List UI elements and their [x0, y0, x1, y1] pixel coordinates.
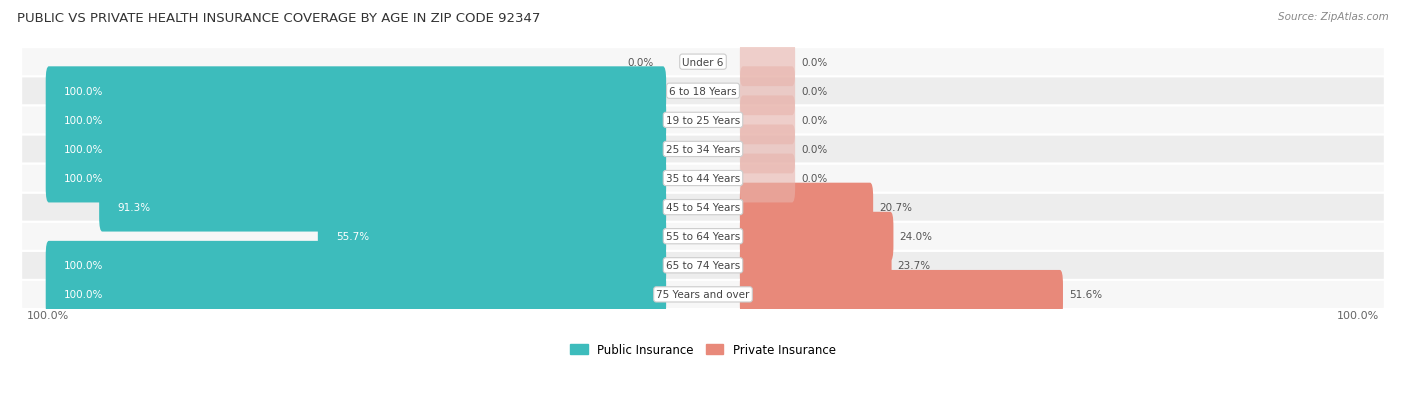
FancyBboxPatch shape	[46, 154, 666, 203]
FancyBboxPatch shape	[46, 67, 666, 116]
FancyBboxPatch shape	[740, 96, 796, 145]
Text: 55 to 64 Years: 55 to 64 Years	[666, 232, 740, 242]
FancyBboxPatch shape	[100, 183, 666, 232]
Text: 24.0%: 24.0%	[900, 232, 932, 242]
Text: 100.0%: 100.0%	[65, 145, 104, 154]
Text: 100.0%: 100.0%	[27, 311, 69, 320]
FancyBboxPatch shape	[21, 280, 1385, 309]
FancyBboxPatch shape	[740, 241, 891, 290]
Text: 0.0%: 0.0%	[801, 87, 828, 97]
Text: 100.0%: 100.0%	[65, 290, 104, 300]
FancyBboxPatch shape	[21, 251, 1385, 280]
Text: 0.0%: 0.0%	[801, 145, 828, 154]
FancyBboxPatch shape	[740, 212, 893, 261]
FancyBboxPatch shape	[318, 212, 666, 261]
Text: 100.0%: 100.0%	[1337, 311, 1379, 320]
FancyBboxPatch shape	[740, 125, 796, 174]
Text: 100.0%: 100.0%	[65, 261, 104, 271]
Text: Source: ZipAtlas.com: Source: ZipAtlas.com	[1278, 12, 1389, 22]
Text: 35 to 44 Years: 35 to 44 Years	[666, 173, 740, 184]
FancyBboxPatch shape	[740, 183, 873, 232]
FancyBboxPatch shape	[21, 106, 1385, 135]
FancyBboxPatch shape	[21, 135, 1385, 164]
FancyBboxPatch shape	[46, 270, 666, 319]
Text: 100.0%: 100.0%	[65, 173, 104, 184]
Text: 91.3%: 91.3%	[118, 203, 150, 213]
Text: PUBLIC VS PRIVATE HEALTH INSURANCE COVERAGE BY AGE IN ZIP CODE 92347: PUBLIC VS PRIVATE HEALTH INSURANCE COVER…	[17, 12, 540, 25]
Text: 0.0%: 0.0%	[627, 57, 654, 67]
FancyBboxPatch shape	[46, 125, 666, 174]
FancyBboxPatch shape	[46, 96, 666, 145]
Text: 55.7%: 55.7%	[336, 232, 370, 242]
FancyBboxPatch shape	[21, 193, 1385, 222]
Text: 0.0%: 0.0%	[801, 173, 828, 184]
FancyBboxPatch shape	[21, 222, 1385, 251]
Text: 45 to 54 Years: 45 to 54 Years	[666, 203, 740, 213]
FancyBboxPatch shape	[21, 77, 1385, 106]
FancyBboxPatch shape	[21, 48, 1385, 77]
FancyBboxPatch shape	[740, 154, 796, 203]
FancyBboxPatch shape	[740, 38, 796, 87]
Text: 65 to 74 Years: 65 to 74 Years	[666, 261, 740, 271]
Text: 75 Years and over: 75 Years and over	[657, 290, 749, 300]
FancyBboxPatch shape	[740, 67, 796, 116]
Text: 23.7%: 23.7%	[897, 261, 931, 271]
FancyBboxPatch shape	[21, 164, 1385, 193]
Text: 100.0%: 100.0%	[65, 116, 104, 126]
FancyBboxPatch shape	[740, 270, 1063, 319]
Text: 6 to 18 Years: 6 to 18 Years	[669, 87, 737, 97]
Text: 25 to 34 Years: 25 to 34 Years	[666, 145, 740, 154]
Text: 0.0%: 0.0%	[801, 116, 828, 126]
Text: 51.6%: 51.6%	[1069, 290, 1102, 300]
Text: 0.0%: 0.0%	[801, 57, 828, 67]
Text: 19 to 25 Years: 19 to 25 Years	[666, 116, 740, 126]
Text: Under 6: Under 6	[682, 57, 724, 67]
Text: 100.0%: 100.0%	[65, 87, 104, 97]
Legend: Public Insurance, Private Insurance: Public Insurance, Private Insurance	[565, 338, 841, 361]
FancyBboxPatch shape	[46, 241, 666, 290]
Text: 20.7%: 20.7%	[879, 203, 912, 213]
